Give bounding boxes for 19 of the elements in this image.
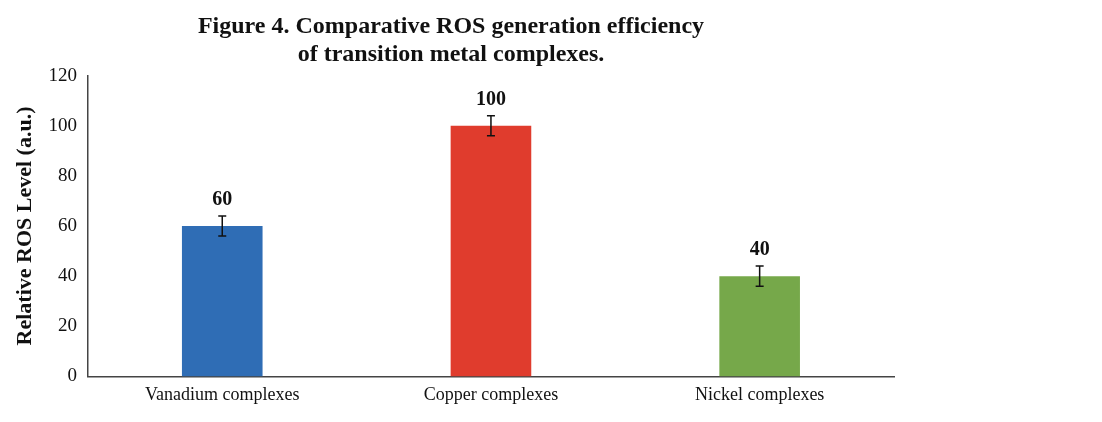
y-tick-label: 60	[57, 213, 77, 235]
data-label: 100	[475, 86, 506, 109]
x-tick-label: Vanadium complexes	[145, 383, 300, 404]
text: of transition metal complexes.	[297, 40, 605, 67]
bar	[719, 276, 800, 377]
x-tick-label: Copper complexes	[423, 383, 559, 404]
data-label: 60	[212, 187, 233, 210]
text: Figure 4. Comparative ROS generation efficiency	[197, 11, 705, 38]
y-axis-title: Relative ROS Level (a.u.)	[10, 106, 36, 346]
data-label: 40	[749, 237, 770, 260]
y-tick-label: 120	[48, 63, 77, 85]
y-tick-label: 80	[57, 163, 77, 185]
x-tick-label: Nickel complexes	[694, 383, 825, 404]
y-tick-label: 0	[67, 364, 77, 386]
y-tick-label: 20	[57, 314, 77, 336]
bar	[181, 226, 263, 377]
bar	[450, 125, 532, 377]
y-tick-label: 100	[48, 113, 77, 135]
y-tick-label: 40	[57, 264, 77, 286]
